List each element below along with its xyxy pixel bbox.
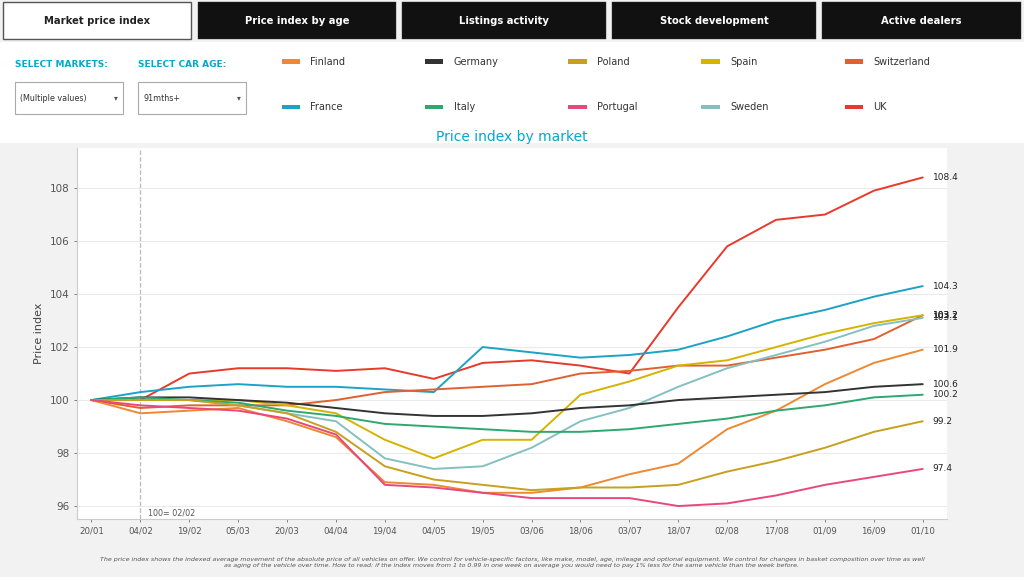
Text: France: France	[310, 102, 343, 112]
FancyBboxPatch shape	[701, 105, 720, 110]
Text: Portugal: Portugal	[597, 102, 638, 112]
Text: (Multiple values): (Multiple values)	[20, 93, 87, 103]
FancyBboxPatch shape	[282, 105, 300, 110]
FancyBboxPatch shape	[425, 105, 443, 110]
Text: 99.2: 99.2	[933, 417, 952, 426]
Text: 103.1: 103.1	[933, 313, 958, 323]
Text: ▾: ▾	[237, 93, 241, 103]
Text: Active dealers: Active dealers	[882, 16, 962, 26]
FancyBboxPatch shape	[568, 105, 587, 110]
Text: Stock development: Stock development	[659, 16, 769, 26]
Text: Market price index: Market price index	[44, 16, 151, 26]
Text: Price index by age: Price index by age	[245, 16, 349, 26]
Text: Finland: Finland	[310, 57, 345, 67]
FancyBboxPatch shape	[701, 59, 720, 64]
FancyBboxPatch shape	[612, 2, 816, 39]
FancyBboxPatch shape	[402, 2, 606, 39]
Text: 100.6: 100.6	[933, 380, 958, 389]
Text: SELECT MARKETS:: SELECT MARKETS:	[15, 59, 109, 69]
Text: Spain: Spain	[730, 57, 758, 67]
FancyBboxPatch shape	[282, 59, 300, 64]
Text: The price index shows the indexed average movement of the absolute price of all : The price index shows the indexed averag…	[99, 557, 925, 568]
Text: 100.2: 100.2	[933, 390, 958, 399]
Title: Price index by market: Price index by market	[436, 130, 588, 144]
Text: Switzerland: Switzerland	[873, 57, 931, 67]
FancyBboxPatch shape	[198, 2, 396, 39]
FancyBboxPatch shape	[3, 2, 191, 39]
Text: 108.4: 108.4	[933, 173, 958, 182]
FancyBboxPatch shape	[822, 2, 1021, 39]
Text: 97.4: 97.4	[933, 464, 952, 474]
Text: 104.3: 104.3	[933, 282, 958, 291]
Text: 103.2: 103.2	[933, 311, 958, 320]
FancyBboxPatch shape	[425, 59, 443, 64]
FancyBboxPatch shape	[845, 59, 863, 64]
Text: Listings activity: Listings activity	[460, 16, 549, 26]
FancyBboxPatch shape	[845, 105, 863, 110]
Text: Sweden: Sweden	[730, 102, 769, 112]
FancyBboxPatch shape	[15, 82, 123, 114]
Text: Poland: Poland	[597, 57, 630, 67]
Text: 91mths+: 91mths+	[143, 93, 180, 103]
Text: 101.9: 101.9	[933, 345, 958, 354]
FancyBboxPatch shape	[138, 82, 246, 114]
Text: Italy: Italy	[454, 102, 475, 112]
Y-axis label: Price index: Price index	[34, 303, 44, 365]
Text: 100= 02/02: 100= 02/02	[147, 508, 195, 518]
Text: Germany: Germany	[454, 57, 499, 67]
Text: 103.2: 103.2	[933, 311, 958, 320]
Text: ▾: ▾	[114, 93, 118, 103]
Text: SELECT CAR AGE:: SELECT CAR AGE:	[138, 59, 226, 69]
FancyBboxPatch shape	[568, 59, 587, 64]
Text: UK: UK	[873, 102, 887, 112]
